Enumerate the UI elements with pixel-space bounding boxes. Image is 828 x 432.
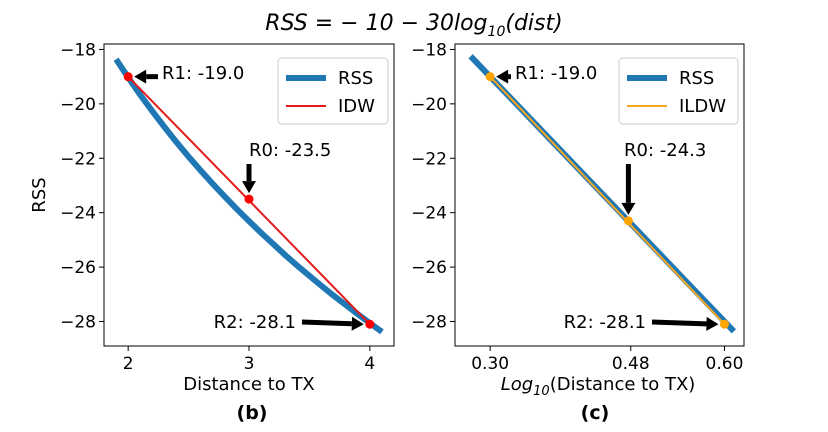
panel-b-y-ticks: −18 −20 −22 −24 −26 −28 <box>60 40 104 333</box>
y-tick-label: −20 <box>411 95 447 115</box>
y-tick-label: −20 <box>60 95 96 115</box>
title-end: (dist) <box>505 11 562 36</box>
legend-label: RSS <box>338 68 373 89</box>
panel-c-x-label-log: Log <box>501 374 533 395</box>
annotation-arrow-head <box>621 202 636 215</box>
x-tick-label: 0.48 <box>612 354 650 374</box>
data-point <box>123 72 133 82</box>
x-tick-label: 0.30 <box>471 354 509 374</box>
annotation-arrow-head <box>242 181 256 194</box>
panel-c-x-ticks: 0.30 0.48 0.60 <box>471 346 743 374</box>
panel-b-label: (b) <box>237 402 268 424</box>
annotation-arrow-shaft <box>651 319 707 327</box>
panel-c-series <box>468 54 737 334</box>
point-annotation: R0: -24.3 <box>624 140 706 161</box>
panel-b-annotations: R1: -19.0 R0: -23.5 R2: -28.1 <box>134 63 364 333</box>
annotation-arrow-head <box>496 69 509 84</box>
y-tick-label: −22 <box>411 149 447 169</box>
y-tick-label: −24 <box>411 204 447 224</box>
data-point <box>719 319 729 329</box>
point-annotation: R1: -19.0 <box>515 63 597 84</box>
data-point <box>244 194 254 204</box>
point-annotation: R2: -28.1 <box>214 312 296 333</box>
panel-c-points <box>485 72 729 329</box>
y-tick-label: −24 <box>60 204 96 224</box>
y-tick-label: −28 <box>60 313 96 333</box>
series-line-rss <box>113 57 384 335</box>
point-annotation: R0: -23.5 <box>249 140 331 161</box>
data-point <box>485 72 495 82</box>
x-tick-label: 0.60 <box>706 354 744 374</box>
panel-c-x-label-rest: (Distance to TX) <box>550 374 696 395</box>
panel-c-x-label: Log10(Distance to TX) <box>501 374 696 399</box>
annotation-arrow-shaft <box>301 319 352 327</box>
data-point <box>623 216 633 226</box>
x-tick-label: 4 <box>364 354 375 374</box>
panel-c-chart: −18 −20 −22 −24 −26 −28 0.30 0.48 0.60 R1: -19.… <box>411 40 745 424</box>
annotation-arrow-head <box>351 316 364 331</box>
x-tick-label: 3 <box>244 354 255 374</box>
y-tick-label: −18 <box>60 40 96 60</box>
data-point <box>365 319 375 329</box>
title-main: RSS = − 10 − 30log <box>265 11 487 36</box>
panel-b-y-label: RSS <box>29 177 50 212</box>
y-tick-label: −28 <box>411 313 447 333</box>
x-tick-label: 2 <box>123 354 134 374</box>
panel-c-legend: RSS ILDW <box>618 57 739 125</box>
panel-c-frame <box>454 43 745 347</box>
panel-b-chart: −18 −20 −22 −24 −26 −28 2 3 4 R1: -19.0 R0: -23.… <box>29 40 395 424</box>
y-tick-label: −26 <box>60 258 96 278</box>
panel-b-legend: RSS IDW <box>277 57 389 125</box>
panel-b-x-ticks: 2 3 4 <box>123 346 375 374</box>
legend-label: ILDW <box>679 96 726 117</box>
panel-c-y-ticks: −18 −20 −22 −24 −26 −28 <box>411 40 455 333</box>
annotation-arrow-head <box>706 316 719 331</box>
panel-c-annotations: R1: -19.0 R0: -24.3 R2: -28.1 <box>496 63 719 333</box>
legend-label: RSS <box>679 68 714 89</box>
y-tick-label: −22 <box>60 149 96 169</box>
title-subscript: 10 <box>488 24 506 40</box>
y-tick-label: −26 <box>411 258 447 278</box>
series-line-ildw <box>489 75 726 325</box>
legend-label: IDW <box>338 96 375 117</box>
panel-c-label: (c) <box>581 402 610 424</box>
annotation-arrow-head <box>134 69 147 84</box>
panel-b-points <box>123 72 375 329</box>
figure-title: RSS = − 10 − 30log10(dist) <box>265 11 562 40</box>
panel-b-x-label: Distance to TX <box>183 374 315 395</box>
legend-box <box>277 57 389 125</box>
panel-c-x-label-sub: 10 <box>533 384 550 399</box>
point-annotation: R1: -19.0 <box>162 63 244 84</box>
point-annotation: R2: -28.1 <box>564 312 646 333</box>
legend-box <box>618 57 739 125</box>
y-tick-label: −18 <box>411 40 447 60</box>
